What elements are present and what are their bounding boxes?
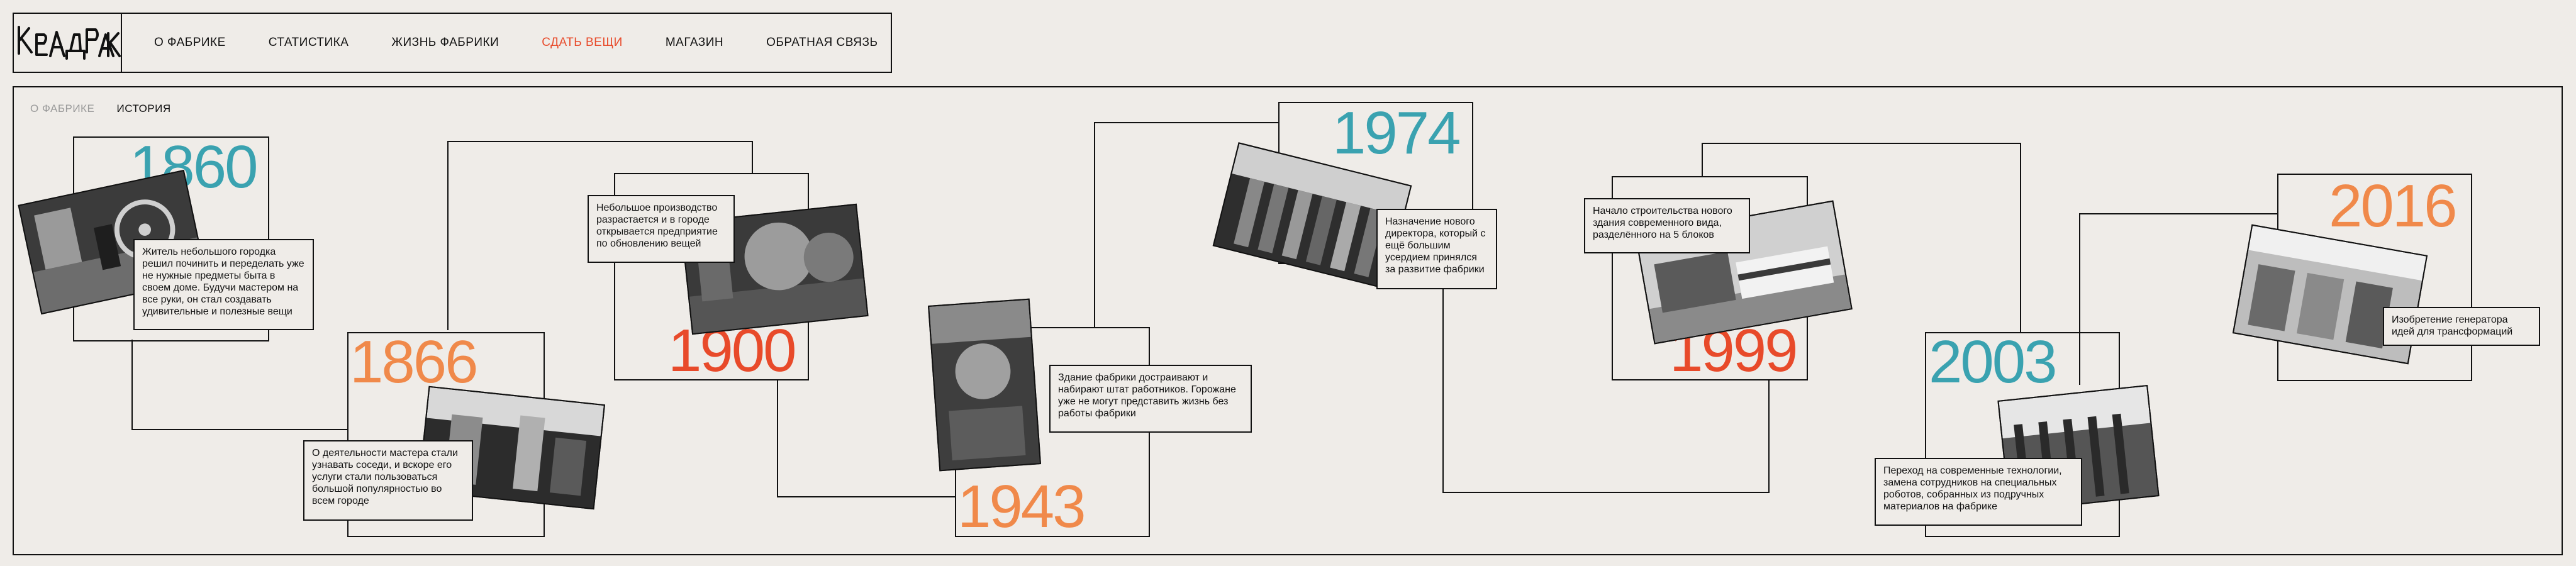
caption-1900: Небольшое производство разрастается и в … xyxy=(588,195,735,263)
site-header: О ФАБРИКЕ СТАТИСТИКА ЖИЗНЬ ФАБРИКИ СДАТЬ… xyxy=(13,13,892,73)
logo-icon xyxy=(18,26,121,60)
year-2016: 2016 xyxy=(2329,172,2458,240)
nav-item-feedback[interactable]: ОБРАТНАЯ СВЯЗЬ xyxy=(766,36,878,49)
caption-1943: Здание фабрики достраивают и набирают шт… xyxy=(1049,365,1252,433)
nav-item-statistics[interactable]: СТАТИСТИКА xyxy=(268,36,349,49)
caption-1866: О деятельности мастера стали узнавать со… xyxy=(303,440,473,521)
breadcrumb: О ФАБРИКЕ ИСТОРИЯ xyxy=(30,103,171,115)
caption-1999: Начало строительства нового здания совре… xyxy=(1584,198,1750,253)
caption-2016: Изобретение генератора идей для трансфор… xyxy=(2383,307,2540,346)
caption-2003: Переход на современные технологии, замен… xyxy=(1875,458,2082,526)
year-1943: 1943 xyxy=(957,473,1086,540)
nav-item-about[interactable]: О ФАБРИКЕ xyxy=(154,36,226,49)
photo-2016 xyxy=(2232,224,2428,365)
year-2003: 2003 xyxy=(1929,328,2058,396)
main-nav: О ФАБРИКЕ СТАТИСТИКА ЖИЗНЬ ФАБРИКИ СДАТЬ… xyxy=(122,14,920,72)
caption-1974: Назначение нового директора, который с е… xyxy=(1376,209,1497,289)
nav-item-shop[interactable]: МАГАЗИН xyxy=(665,36,724,49)
breadcrumb-current: ИСТОРИЯ xyxy=(116,103,171,114)
caption-1860: Житель небольшого городка решил починить… xyxy=(133,239,314,330)
nav-item-factory-life[interactable]: ЖИЗНЬ ФАБРИКИ xyxy=(391,36,499,49)
breadcrumb-about[interactable]: О ФАБРИКЕ xyxy=(30,103,95,114)
photo-1974 xyxy=(1212,142,1412,289)
photo-1943 xyxy=(927,298,1042,472)
logo[interactable] xyxy=(14,14,122,72)
history-frame xyxy=(13,86,2563,555)
nav-item-donate[interactable]: СДАТЬ ВЕЩИ xyxy=(542,36,623,49)
year-1866: 1866 xyxy=(350,328,479,396)
year-1974: 1974 xyxy=(1332,99,1461,167)
